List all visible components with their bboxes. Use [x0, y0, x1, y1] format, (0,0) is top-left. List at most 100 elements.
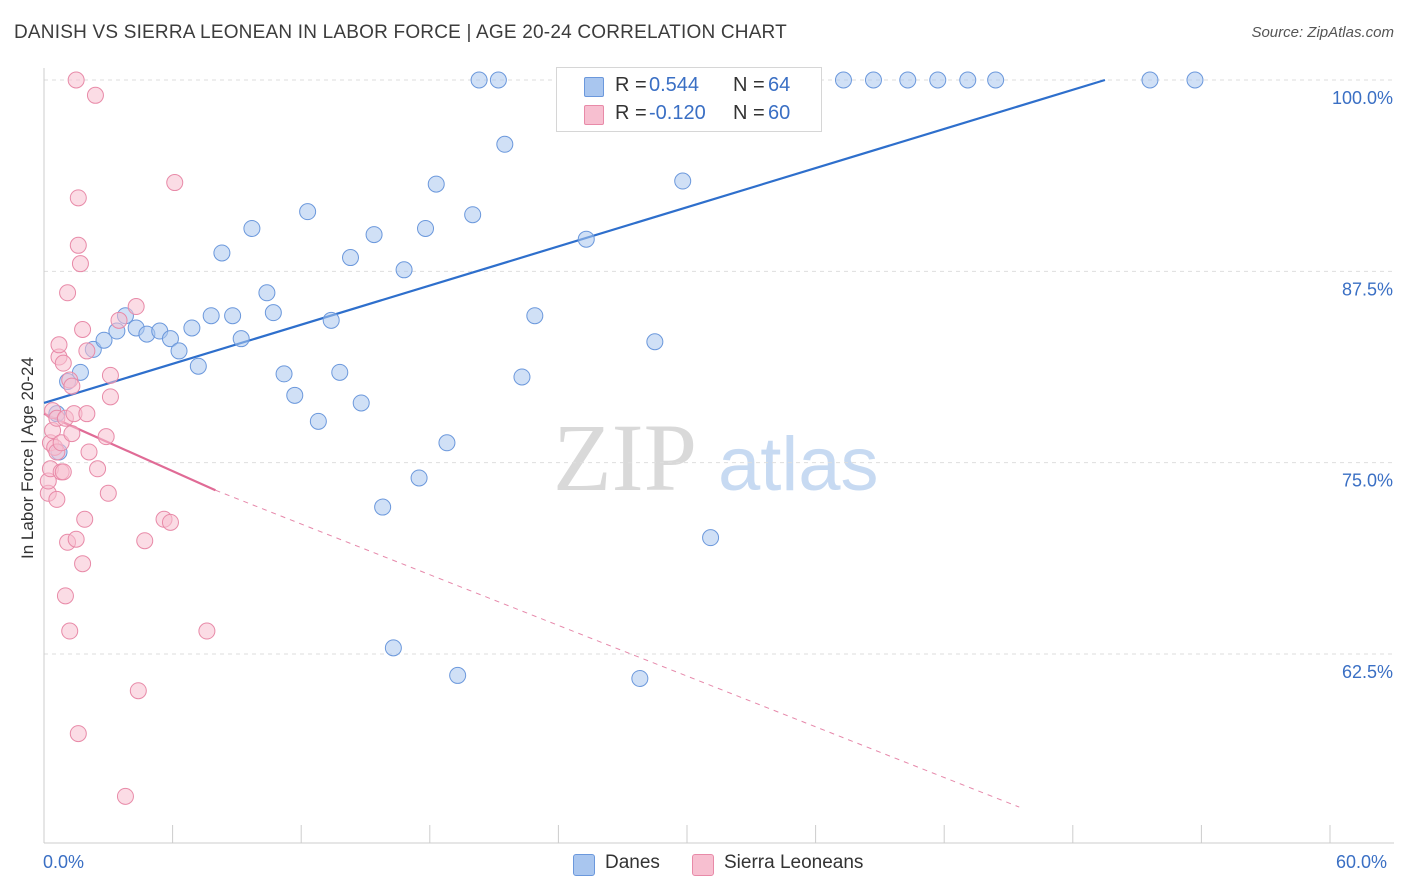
- point-sierra-leonean: [127, 298, 145, 316]
- point-danes: [309, 412, 327, 430]
- point-sierra-leonean: [198, 622, 216, 640]
- stats-row-sierra-leoneans: R = -0.120 N = 60: [557, 100, 821, 128]
- point-sierra-leonean: [63, 425, 81, 443]
- point-danes: [526, 307, 544, 325]
- point-danes: [987, 71, 1005, 89]
- point-sierra-leonean: [67, 71, 85, 89]
- point-sierra-leonean: [78, 405, 96, 423]
- y-tick-label: 87.5%: [1342, 279, 1393, 299]
- sierra-leoneans-swatch: [584, 105, 604, 125]
- r-label: R =: [615, 74, 647, 96]
- point-sierra-leonean: [80, 443, 98, 461]
- point-danes: [183, 319, 201, 337]
- watermark-atlas: atlas: [718, 422, 879, 507]
- point-sierra-leonean: [129, 682, 147, 700]
- point-danes: [417, 219, 435, 237]
- point-danes: [464, 206, 482, 224]
- point-sierra-leonean: [63, 377, 81, 395]
- point-danes: [322, 311, 340, 329]
- point-danes: [864, 71, 882, 89]
- point-danes: [470, 71, 488, 89]
- point-sierra-leonean: [69, 725, 87, 743]
- point-danes: [374, 498, 392, 516]
- point-danes: [189, 357, 207, 375]
- point-danes: [496, 135, 514, 153]
- danes-swatch: [584, 77, 604, 97]
- watermark-zip: ZIP: [553, 404, 697, 511]
- series-legend: Danes Sierra Leoneans: [0, 852, 1406, 878]
- point-danes: [352, 394, 370, 412]
- n-label: N =: [733, 74, 765, 96]
- point-sierra-leonean: [71, 255, 89, 273]
- point-danes: [438, 434, 456, 452]
- trend-extension-1: [215, 489, 1020, 808]
- point-danes: [489, 71, 507, 89]
- point-danes: [449, 666, 467, 684]
- point-danes: [224, 307, 242, 325]
- point-danes: [365, 226, 383, 244]
- point-danes: [513, 368, 531, 386]
- point-danes: [1141, 71, 1159, 89]
- point-sierra-leonean: [116, 787, 134, 805]
- point-danes: [702, 529, 720, 547]
- point-sierra-leonean: [78, 342, 96, 360]
- point-danes: [395, 261, 413, 279]
- watermark: ZIP atlas: [553, 404, 879, 511]
- point-danes: [1186, 71, 1204, 89]
- point-danes: [95, 331, 113, 349]
- point-danes: [959, 71, 977, 89]
- point-sierra-leonean: [101, 388, 119, 406]
- grid: [44, 79, 1394, 655]
- r-label: R =: [615, 102, 647, 124]
- stats-legend: R = 0.544 N = 64 R = -0.120 N = 60: [556, 67, 822, 132]
- point-danes: [232, 330, 250, 348]
- point-sierra-leonean: [86, 86, 104, 104]
- r-value: -0.120: [649, 102, 706, 124]
- point-sierra-leonean: [56, 587, 74, 605]
- point-sierra-leonean: [67, 530, 85, 548]
- point-sierra-leonean: [76, 510, 94, 528]
- point-sierra-leonean: [74, 555, 92, 573]
- point-sierra-leonean: [54, 354, 72, 372]
- point-danes: [286, 386, 304, 404]
- point-sierra-leonean: [74, 320, 92, 338]
- point-danes: [275, 365, 293, 383]
- y-tick-labels: 62.5% 75.0% 87.5% 100.0%: [1332, 88, 1393, 682]
- point-danes: [834, 71, 852, 89]
- n-value: 60: [768, 102, 791, 124]
- point-sierra-leonean: [99, 484, 117, 502]
- point-danes: [331, 363, 349, 381]
- y-tick-label: 62.5%: [1342, 662, 1393, 682]
- point-danes: [161, 330, 179, 348]
- point-sierra-leonean: [48, 490, 66, 508]
- point-danes: [213, 244, 231, 262]
- point-danes: [258, 284, 276, 302]
- point-danes: [577, 230, 595, 248]
- legend-label-danes: Danes: [605, 852, 660, 873]
- legend-label-sierra-leoneans: Sierra Leoneans: [724, 852, 864, 873]
- n-label: N =: [733, 102, 765, 124]
- source-label: Source: ZipAtlas.com: [1251, 24, 1394, 41]
- x-tick-max: 60.0%: [1336, 852, 1388, 872]
- point-danes: [243, 219, 261, 237]
- point-danes: [929, 71, 947, 89]
- stats-row-danes: R = 0.544 N = 64: [557, 72, 821, 100]
- point-sierra-leonean: [61, 622, 79, 640]
- data-points: [39, 71, 1204, 805]
- point-sierra-leonean: [69, 236, 87, 254]
- point-sierra-leonean: [69, 189, 87, 207]
- danes-swatch: [573, 854, 595, 876]
- point-danes: [899, 71, 917, 89]
- point-danes: [264, 304, 282, 322]
- sierra-leoneans-swatch: [692, 854, 714, 876]
- y-tick-label: 100.0%: [1332, 88, 1393, 108]
- y-tick-label: 75.0%: [1342, 471, 1393, 491]
- point-sierra-leonean: [110, 311, 128, 329]
- point-sierra-leonean: [136, 532, 154, 550]
- point-sierra-leonean: [54, 463, 72, 481]
- point-sierra-leonean: [166, 174, 184, 192]
- point-danes: [170, 342, 188, 360]
- chart-title: DANISH VS SIERRA LEONEAN IN LABOR FORCE …: [14, 22, 787, 43]
- point-danes: [631, 669, 649, 687]
